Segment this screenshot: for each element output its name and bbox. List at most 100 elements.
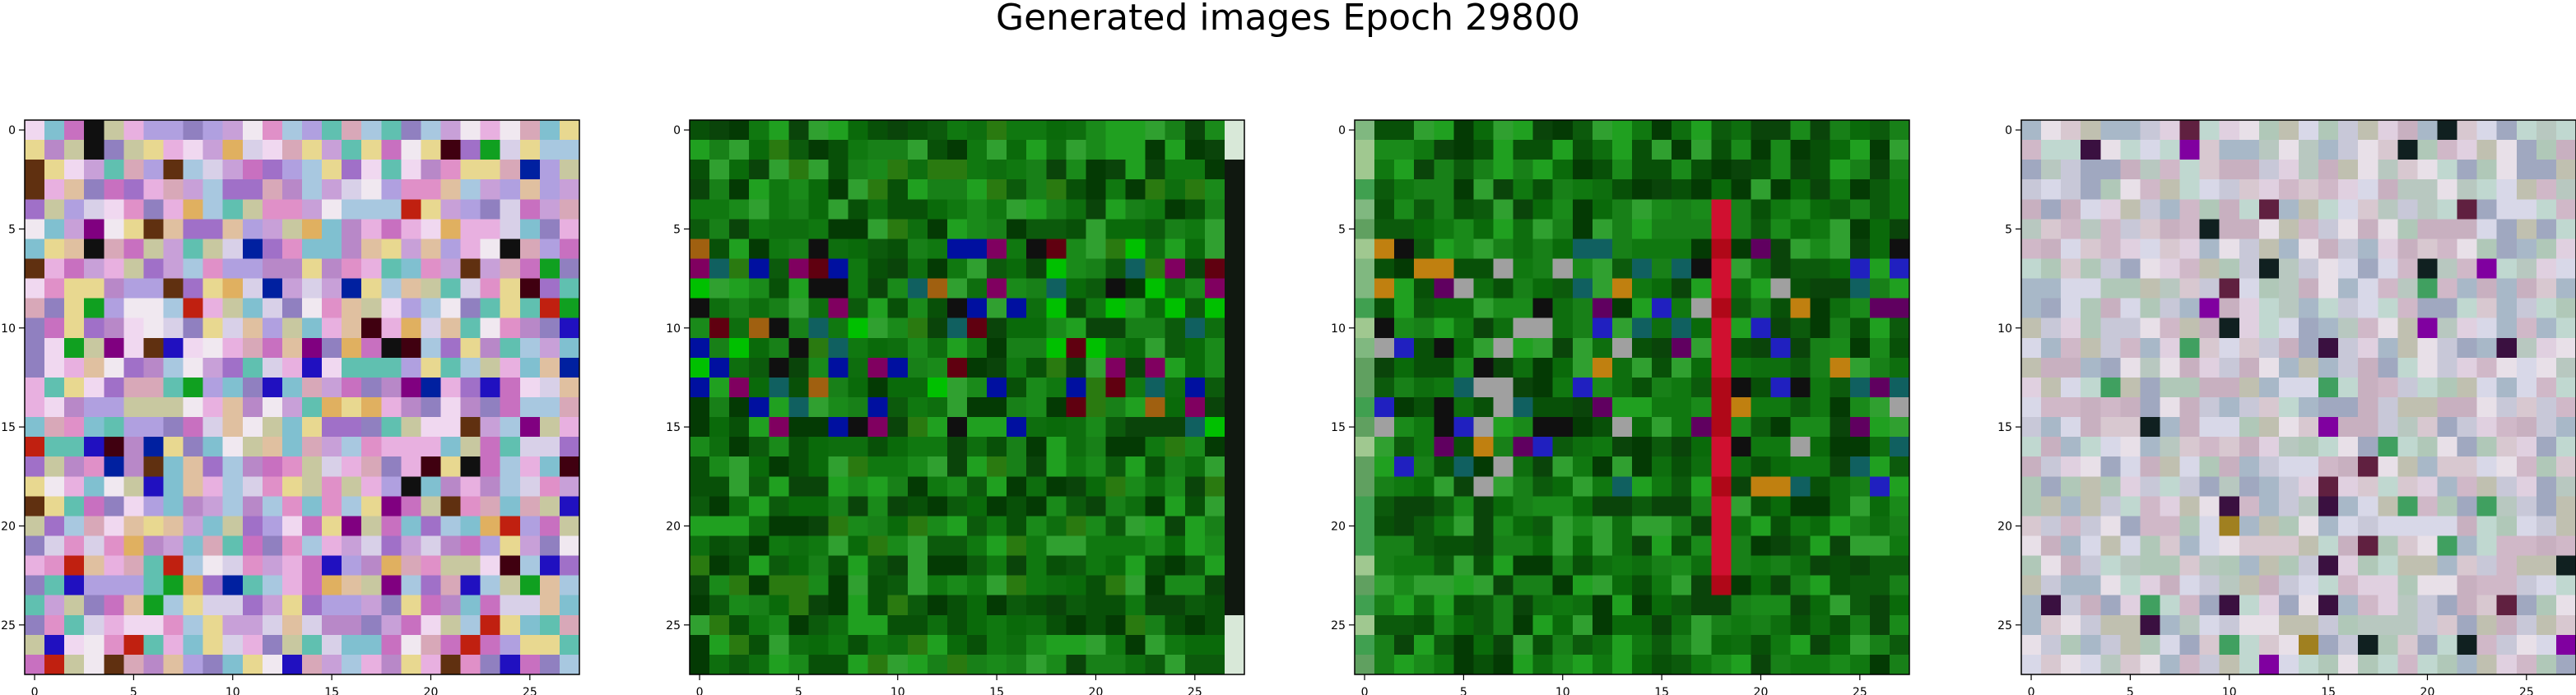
pixel-cell (2258, 179, 2280, 200)
pixel-cell (1652, 199, 1672, 220)
pixel-cell (480, 160, 501, 180)
pixel-cell (202, 199, 224, 220)
pixel-cell (143, 654, 165, 675)
pixel-cell (421, 298, 442, 319)
pixel-cell (2397, 595, 2419, 616)
pixel-cell (1611, 397, 1633, 418)
pixel-cell (202, 456, 224, 477)
pixel-cell (2555, 298, 2576, 319)
pixel-cell (788, 654, 810, 675)
pixel-cell (2476, 317, 2498, 339)
pixel-cell (2358, 634, 2378, 656)
pixel-cell (500, 317, 521, 339)
pixel-cell (361, 120, 382, 141)
pixel-cell (1889, 634, 1910, 656)
pixel-cell (1611, 120, 1633, 141)
pixel-cell (749, 278, 770, 299)
pixel-cell (519, 317, 541, 339)
pixel-cell (2516, 160, 2537, 180)
pixel-cell (2140, 516, 2161, 537)
pixel-cell (1770, 278, 1792, 299)
pixel-cell (2476, 298, 2498, 319)
pixel-cell (828, 278, 849, 299)
pixel-cell (2338, 437, 2359, 457)
pixel-cell (749, 298, 770, 319)
pixel-cell (25, 456, 45, 477)
pixel-cell (2496, 456, 2518, 477)
pixel-cell (25, 140, 45, 160)
pixel-cell (519, 199, 541, 220)
pixel-cell (1355, 456, 1375, 477)
pixel-cell (1672, 575, 1692, 596)
pixel-cell (2081, 120, 2101, 141)
pixel-cell (163, 634, 184, 656)
pixel-cell (907, 456, 928, 477)
pixel-cell (867, 555, 889, 577)
pixel-cell (2476, 614, 2498, 636)
pixel-cell (1849, 555, 1871, 577)
pixel-cell (1224, 120, 1245, 141)
pixel-cell (1751, 555, 1772, 577)
pixel-cell (2536, 337, 2557, 359)
pixel-cell (1165, 595, 1186, 616)
pixel-cell (2278, 476, 2299, 497)
pixel-cell (1889, 417, 1910, 438)
pixel-cell (104, 278, 124, 299)
pixel-cell (2338, 516, 2359, 537)
pixel-cell (163, 160, 184, 180)
pixel-cell (1751, 298, 1772, 319)
pixel-cell (2516, 397, 2537, 418)
pixel-cell (2081, 417, 2101, 438)
pixel-cell (202, 120, 224, 141)
pixel-cell (262, 456, 283, 477)
pixel-cell (222, 575, 244, 596)
pixel-cell (460, 258, 481, 280)
pixel-cell (690, 456, 710, 477)
pixel-cell (1434, 456, 1454, 477)
pixel-cell (828, 120, 849, 141)
pixel-cell (1869, 614, 1890, 636)
pixel-cell (987, 516, 1007, 537)
pixel-cell (2338, 337, 2359, 359)
pixel-cell (1810, 337, 1831, 359)
pixel-cell (2278, 317, 2299, 339)
pixel-cell (2457, 654, 2478, 675)
pixel-cell (808, 634, 830, 656)
pixel-cell (2378, 160, 2398, 180)
pixel-cell (322, 496, 342, 517)
pixel-cell (2258, 357, 2280, 378)
pixel-cell (1691, 160, 1712, 180)
pixel-cell (1849, 595, 1871, 616)
pixel-cell (44, 219, 65, 240)
pixel-cell (500, 397, 521, 418)
pixel-cell (322, 377, 342, 398)
pixel-cell (788, 614, 810, 636)
pixel-cell (262, 219, 283, 240)
pixel-cell (104, 357, 124, 378)
pixel-cell (2258, 595, 2280, 616)
pixel-cell (361, 317, 382, 339)
pixel-cell (559, 456, 580, 477)
pixel-cell (559, 555, 580, 577)
pixel-cell (788, 258, 810, 280)
pixel-cell (887, 496, 909, 517)
pixel-cell (1751, 278, 1772, 299)
pixel-cell (2041, 140, 2062, 160)
pixel-cell (2476, 160, 2498, 180)
pixel-cell (2318, 140, 2339, 160)
pixel-cell (2278, 219, 2299, 240)
pixel-cell (946, 377, 968, 398)
pixel-cell (848, 595, 869, 616)
pixel-cell (2536, 317, 2557, 339)
pixel-cell (2476, 456, 2498, 477)
x-tick-label: 15 (1654, 686, 1669, 695)
pixel-cell (1513, 120, 1534, 141)
pixel-cell (1849, 417, 1871, 438)
pixel-cell (2555, 417, 2576, 438)
pixel-cell (967, 634, 988, 656)
pixel-cell (2100, 614, 2121, 636)
pixel-cell (1414, 555, 1434, 577)
pixel-cell (1453, 160, 1475, 180)
pixel-cell (828, 258, 849, 280)
pixel-cell (64, 140, 85, 160)
